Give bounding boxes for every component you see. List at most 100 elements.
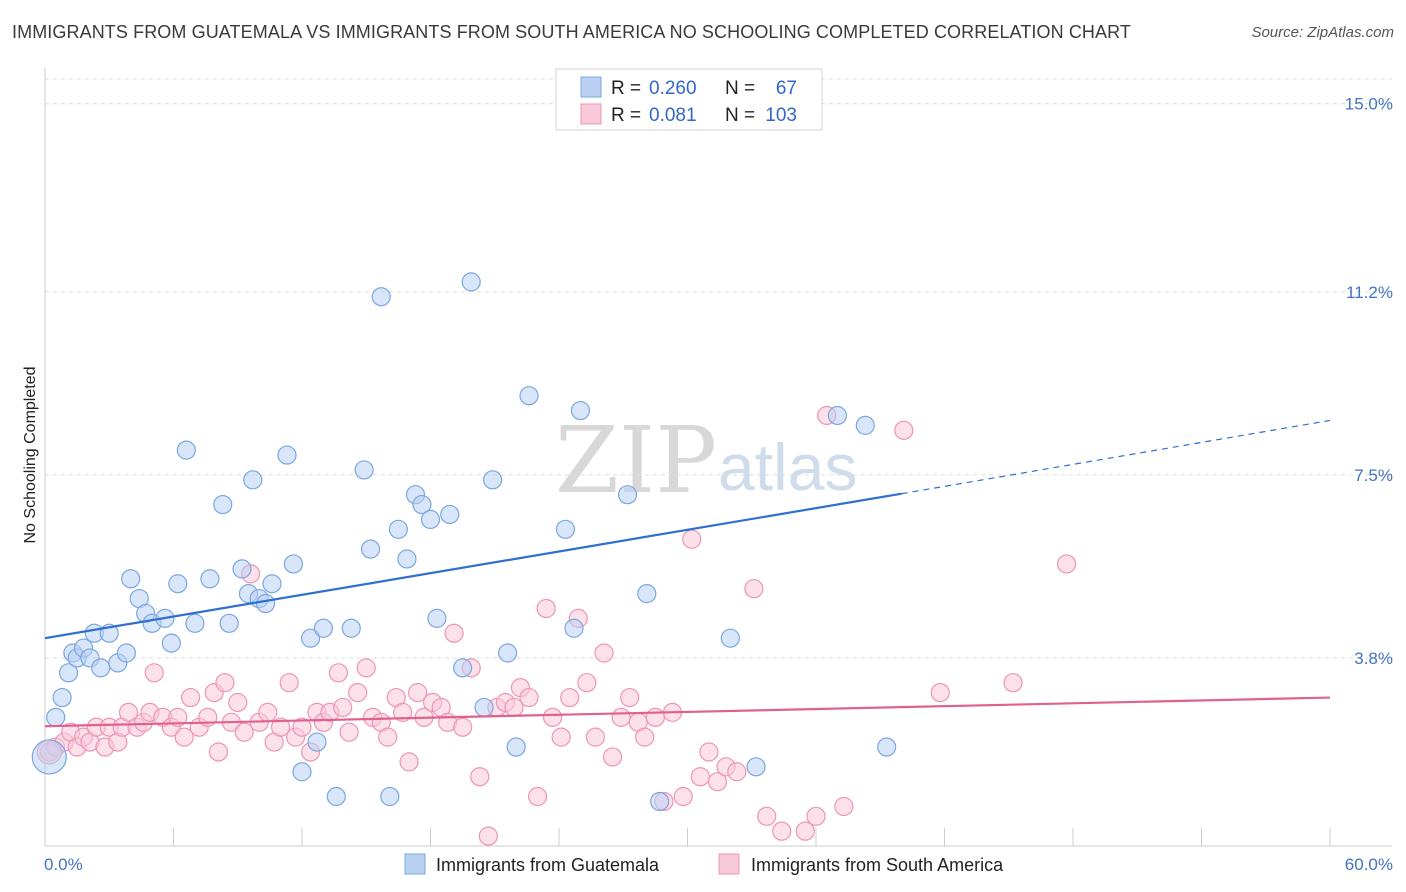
guatemala-point-57 <box>564 618 584 638</box>
trend-lines <box>44 419 1331 728</box>
south-america-point-95 <box>795 821 815 841</box>
guatemala-point-50 <box>461 272 481 292</box>
south-america-point-37 <box>292 717 312 737</box>
guatemala-trend-extension <box>901 419 1331 495</box>
south-america-point-85 <box>673 786 693 807</box>
guatemala-point-0 <box>46 707 66 727</box>
guatemala-point-51 <box>474 697 494 718</box>
bottom-legend-swatch-guatemala <box>404 853 426 875</box>
south-america-point-100 <box>930 682 950 703</box>
south-america-point-51 <box>393 702 413 722</box>
guatemala-point-41 <box>380 786 400 807</box>
guatemala-point-2 <box>58 663 79 683</box>
guatemala-point-23 <box>219 613 239 633</box>
guatemala-point-30 <box>277 445 297 465</box>
guatemala-point-28 <box>255 593 276 614</box>
legend-swatch-guatemala <box>580 76 602 98</box>
guatemala-point-31 <box>283 554 304 574</box>
south-america-point-59 <box>453 717 473 737</box>
south-america-point-70 <box>542 707 563 727</box>
guatemala-point-42 <box>388 519 408 539</box>
south-america-point-94 <box>772 821 792 841</box>
south-america-point-52 <box>399 752 419 772</box>
south-america-point-75 <box>585 727 606 747</box>
legend-n-label-2: N = <box>725 105 755 126</box>
guatemala-point-46 <box>420 509 441 530</box>
south-america-point-88 <box>699 742 719 762</box>
guatemala-point-40 <box>371 287 391 307</box>
axes <box>44 68 1392 847</box>
guatemala-point-47 <box>427 608 447 628</box>
south-america-point-93 <box>757 806 777 826</box>
guatemala-point-24 <box>232 559 252 579</box>
south-america-point-25 <box>208 742 229 762</box>
bottom-legend-label-south-america: Immigrants from South America <box>751 855 1004 875</box>
guatemala-point-34 <box>307 732 327 752</box>
guatemala-point-48 <box>440 504 460 525</box>
guatemala-point-19 <box>176 440 196 460</box>
south-america-point-62 <box>478 826 498 846</box>
south-america-point-19 <box>168 707 188 727</box>
guatemala-point-54 <box>506 737 526 757</box>
legend-r-value-1: 0.260 <box>649 78 697 99</box>
guatemala-point-18 <box>168 574 188 594</box>
guatemala-point-49 <box>453 658 473 678</box>
legend-r-label-2: R = <box>611 105 641 126</box>
guatemala-point-32 <box>292 762 312 782</box>
x-tick-label-min: 0.0% <box>44 855 83 874</box>
legend-box: R = 0.260 N = 67 R = 0.081 N = 103 <box>555 68 823 131</box>
legend-r-label-1: R = <box>611 78 641 99</box>
guatemala-point-29 <box>262 574 282 594</box>
south-america-point-102 <box>1056 554 1077 574</box>
south-america-point-91 <box>727 762 747 782</box>
guatemala-point-53 <box>498 643 518 663</box>
south-america-point-77 <box>602 747 623 767</box>
guatemala-point-26 <box>243 470 263 490</box>
south-america-point-46 <box>356 658 376 678</box>
guatemala-point-8 <box>91 658 111 678</box>
guatemala-point-12 <box>121 569 141 589</box>
south-america-point-35 <box>279 673 299 693</box>
south-america-point-53 <box>408 682 428 703</box>
guatemala-point-45 <box>412 494 432 515</box>
guatemala-point-cluster <box>31 739 67 775</box>
south-america-point-12 <box>118 702 139 722</box>
guatemala-point-58 <box>570 400 591 421</box>
legend-r-value-2: 0.081 <box>649 105 697 126</box>
south-america-point-44 <box>339 722 359 742</box>
guatemala-point-1 <box>52 687 72 708</box>
south-america-point-26 <box>215 673 235 693</box>
guatemala-point-33 <box>300 628 321 648</box>
chart-title: IMMIGRANTS FROM GUATEMALA VS IMMIGRANTS … <box>12 22 1131 42</box>
guatemala-point-17 <box>161 633 181 653</box>
south-america-point-81 <box>635 727 655 747</box>
y-tick-label-0: 3.8% <box>1354 649 1393 668</box>
bottom-legend-swatch-south-america <box>718 853 740 875</box>
guatemala-point-20 <box>185 613 205 633</box>
y-tick-label-3: 15.0% <box>1345 95 1393 114</box>
y-axis-label: No Schooling Completed <box>22 367 39 544</box>
south-america-point-69 <box>536 598 556 619</box>
south-america-point-28 <box>228 692 248 713</box>
south-america-trend-line <box>44 696 1331 728</box>
guatemala-point-39 <box>360 539 381 559</box>
south-america-point-49 <box>378 727 398 747</box>
legend-swatch-south-america <box>580 103 602 125</box>
south-america-point-96 <box>806 806 826 826</box>
guatemala-point-59 <box>617 485 638 505</box>
series-guatemala-points <box>31 272 897 812</box>
south-america-point-20 <box>174 727 194 747</box>
south-america-point-101 <box>1003 673 1023 693</box>
guatemala-point-38 <box>354 460 374 480</box>
south-america-point-71 <box>551 727 571 747</box>
south-america-point-67 <box>519 687 539 708</box>
south-america-point-86 <box>682 529 702 549</box>
south-america-point-87 <box>690 767 710 787</box>
guatemala-point-35 <box>313 618 334 638</box>
bottom-legend-label-guatemala: Immigrants from Guatemala <box>436 855 660 875</box>
guatemala-point-36 <box>326 786 346 807</box>
south-america-point-42 <box>328 663 349 683</box>
guatemala-point-43 <box>397 549 417 569</box>
watermark-atlas: atlas <box>718 430 857 504</box>
